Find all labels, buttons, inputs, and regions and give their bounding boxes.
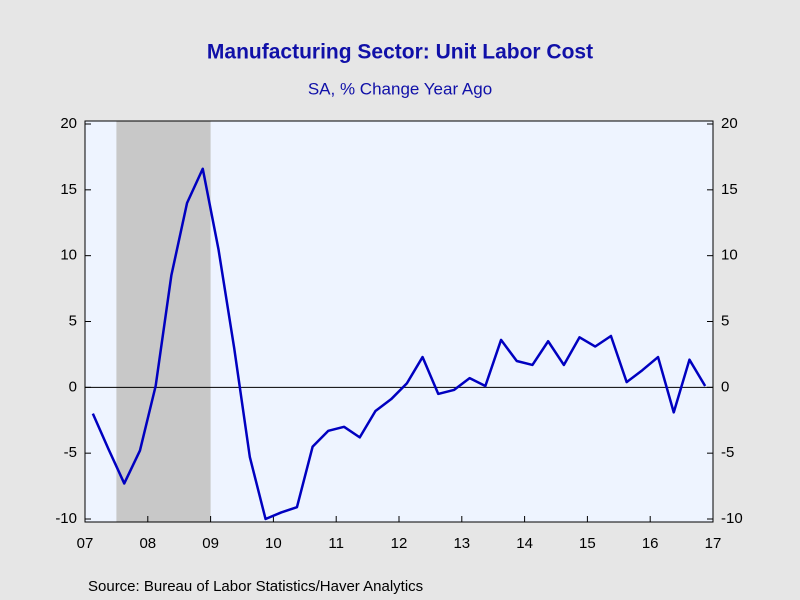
y-tick-label: 5 <box>69 312 77 329</box>
y2-tick-label: -10 <box>721 510 743 527</box>
y2-tick-label: 5 <box>721 312 729 329</box>
x-tick-label: 12 <box>391 535 408 552</box>
source-note: Source: Bureau of Labor Statistics/Haver… <box>88 578 423 595</box>
y-tick-label: 10 <box>60 247 77 264</box>
x-tick-label: 16 <box>642 535 659 552</box>
y-tick-label: -10 <box>55 510 77 527</box>
x-tick-label: 11 <box>328 535 344 552</box>
x-tick-label: 08 <box>139 535 156 552</box>
y2-tick-label: -5 <box>721 444 734 461</box>
y2-tick-label: 10 <box>721 247 738 264</box>
x-tick-label: 17 <box>705 535 722 552</box>
x-tick-label: 07 <box>77 535 94 552</box>
y-tick-label: -5 <box>64 444 77 461</box>
y2-tick-label: 20 <box>721 115 738 132</box>
x-tick-label: 09 <box>202 535 219 552</box>
x-tick-label: 10 <box>265 535 282 552</box>
y2-tick-label: 15 <box>721 181 738 198</box>
plot-frame <box>84 120 714 523</box>
x-tick-label: 13 <box>453 535 470 552</box>
y-tick-label: 20 <box>60 115 77 132</box>
data-line <box>91 167 707 521</box>
x-tick-label: 14 <box>516 535 533 552</box>
chart-title: Manufacturing Sector: Unit Labor Cost <box>207 41 593 64</box>
y2-tick-label: 0 <box>721 378 729 395</box>
y-tick-label: 0 <box>69 378 77 395</box>
x-tick-label: 15 <box>579 535 596 552</box>
y-tick-label: 15 <box>60 181 77 198</box>
chart-subtitle: SA, % Change Year Ago <box>308 79 492 98</box>
